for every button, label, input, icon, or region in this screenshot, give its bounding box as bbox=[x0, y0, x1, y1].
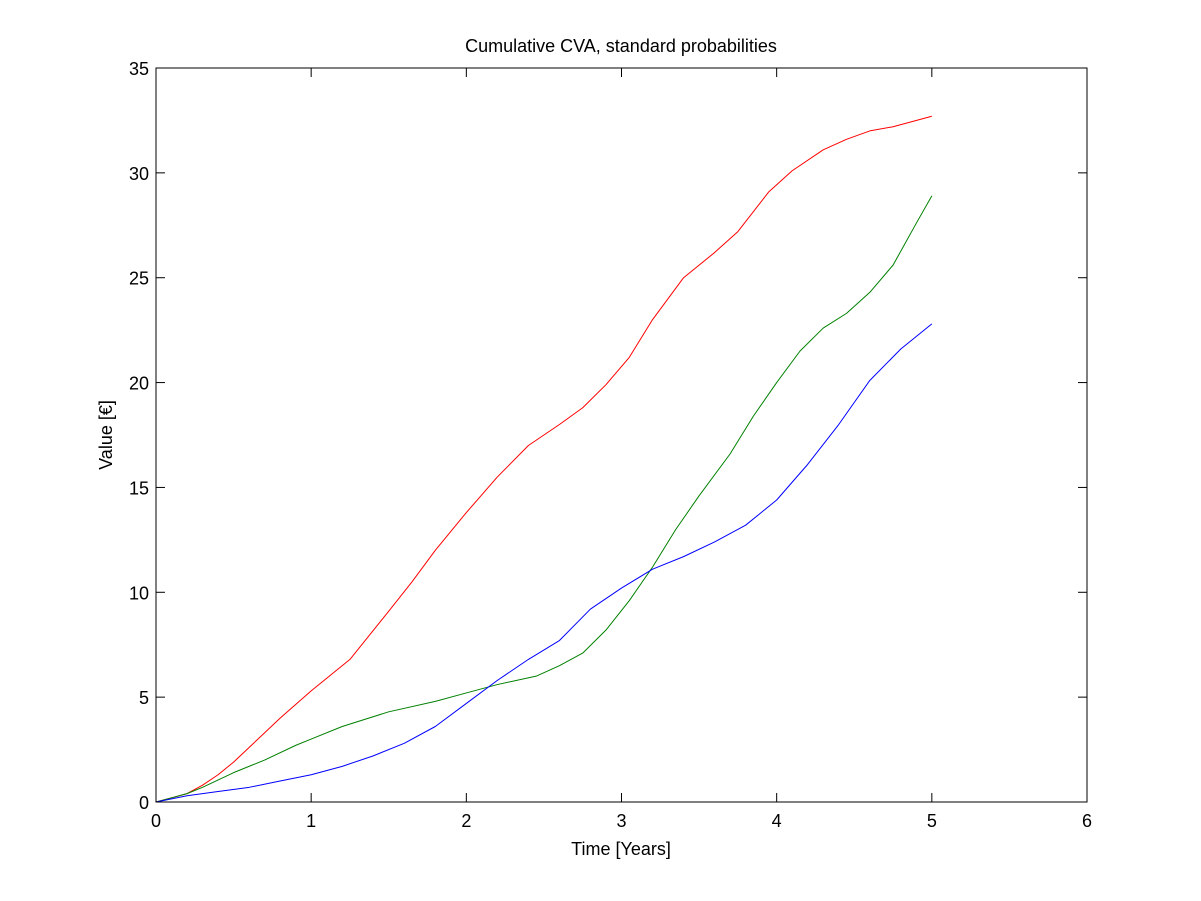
y-tick-label: 15 bbox=[129, 478, 149, 498]
y-tick-label: 5 bbox=[139, 688, 149, 708]
y-axis-ticks: 0 5 10 15 20 25 30 35 bbox=[129, 59, 1087, 813]
x-tick-label: 5 bbox=[927, 811, 937, 831]
series-line-1 bbox=[155, 115, 932, 803]
y-tick-label: 0 bbox=[139, 793, 149, 813]
x-tick-label: 2 bbox=[461, 811, 471, 831]
x-axis-ticks: 0 1 2 3 4 5 6 bbox=[151, 68, 1092, 831]
y-tick-label: 10 bbox=[129, 583, 149, 603]
y-tick-label: 30 bbox=[129, 164, 149, 184]
chart-title: Cumulative CVA, standard probabilities bbox=[465, 36, 777, 56]
x-tick-label: 0 bbox=[151, 811, 161, 831]
series-line-3 bbox=[155, 323, 933, 803]
series-line-2 bbox=[155, 195, 933, 803]
x-axis-title: Time [Years] bbox=[571, 839, 671, 859]
x-tick-label: 3 bbox=[616, 811, 626, 831]
x-tick-label: 1 bbox=[306, 811, 316, 831]
y-tick-label: 20 bbox=[129, 374, 149, 394]
y-tick-label: 25 bbox=[129, 269, 149, 289]
x-tick-label: 4 bbox=[772, 811, 782, 831]
y-axis-title: Value [€] bbox=[96, 400, 116, 470]
series-layer bbox=[155, 115, 933, 803]
x-tick-label: 6 bbox=[1082, 811, 1092, 831]
y-tick-label: 35 bbox=[129, 59, 149, 79]
